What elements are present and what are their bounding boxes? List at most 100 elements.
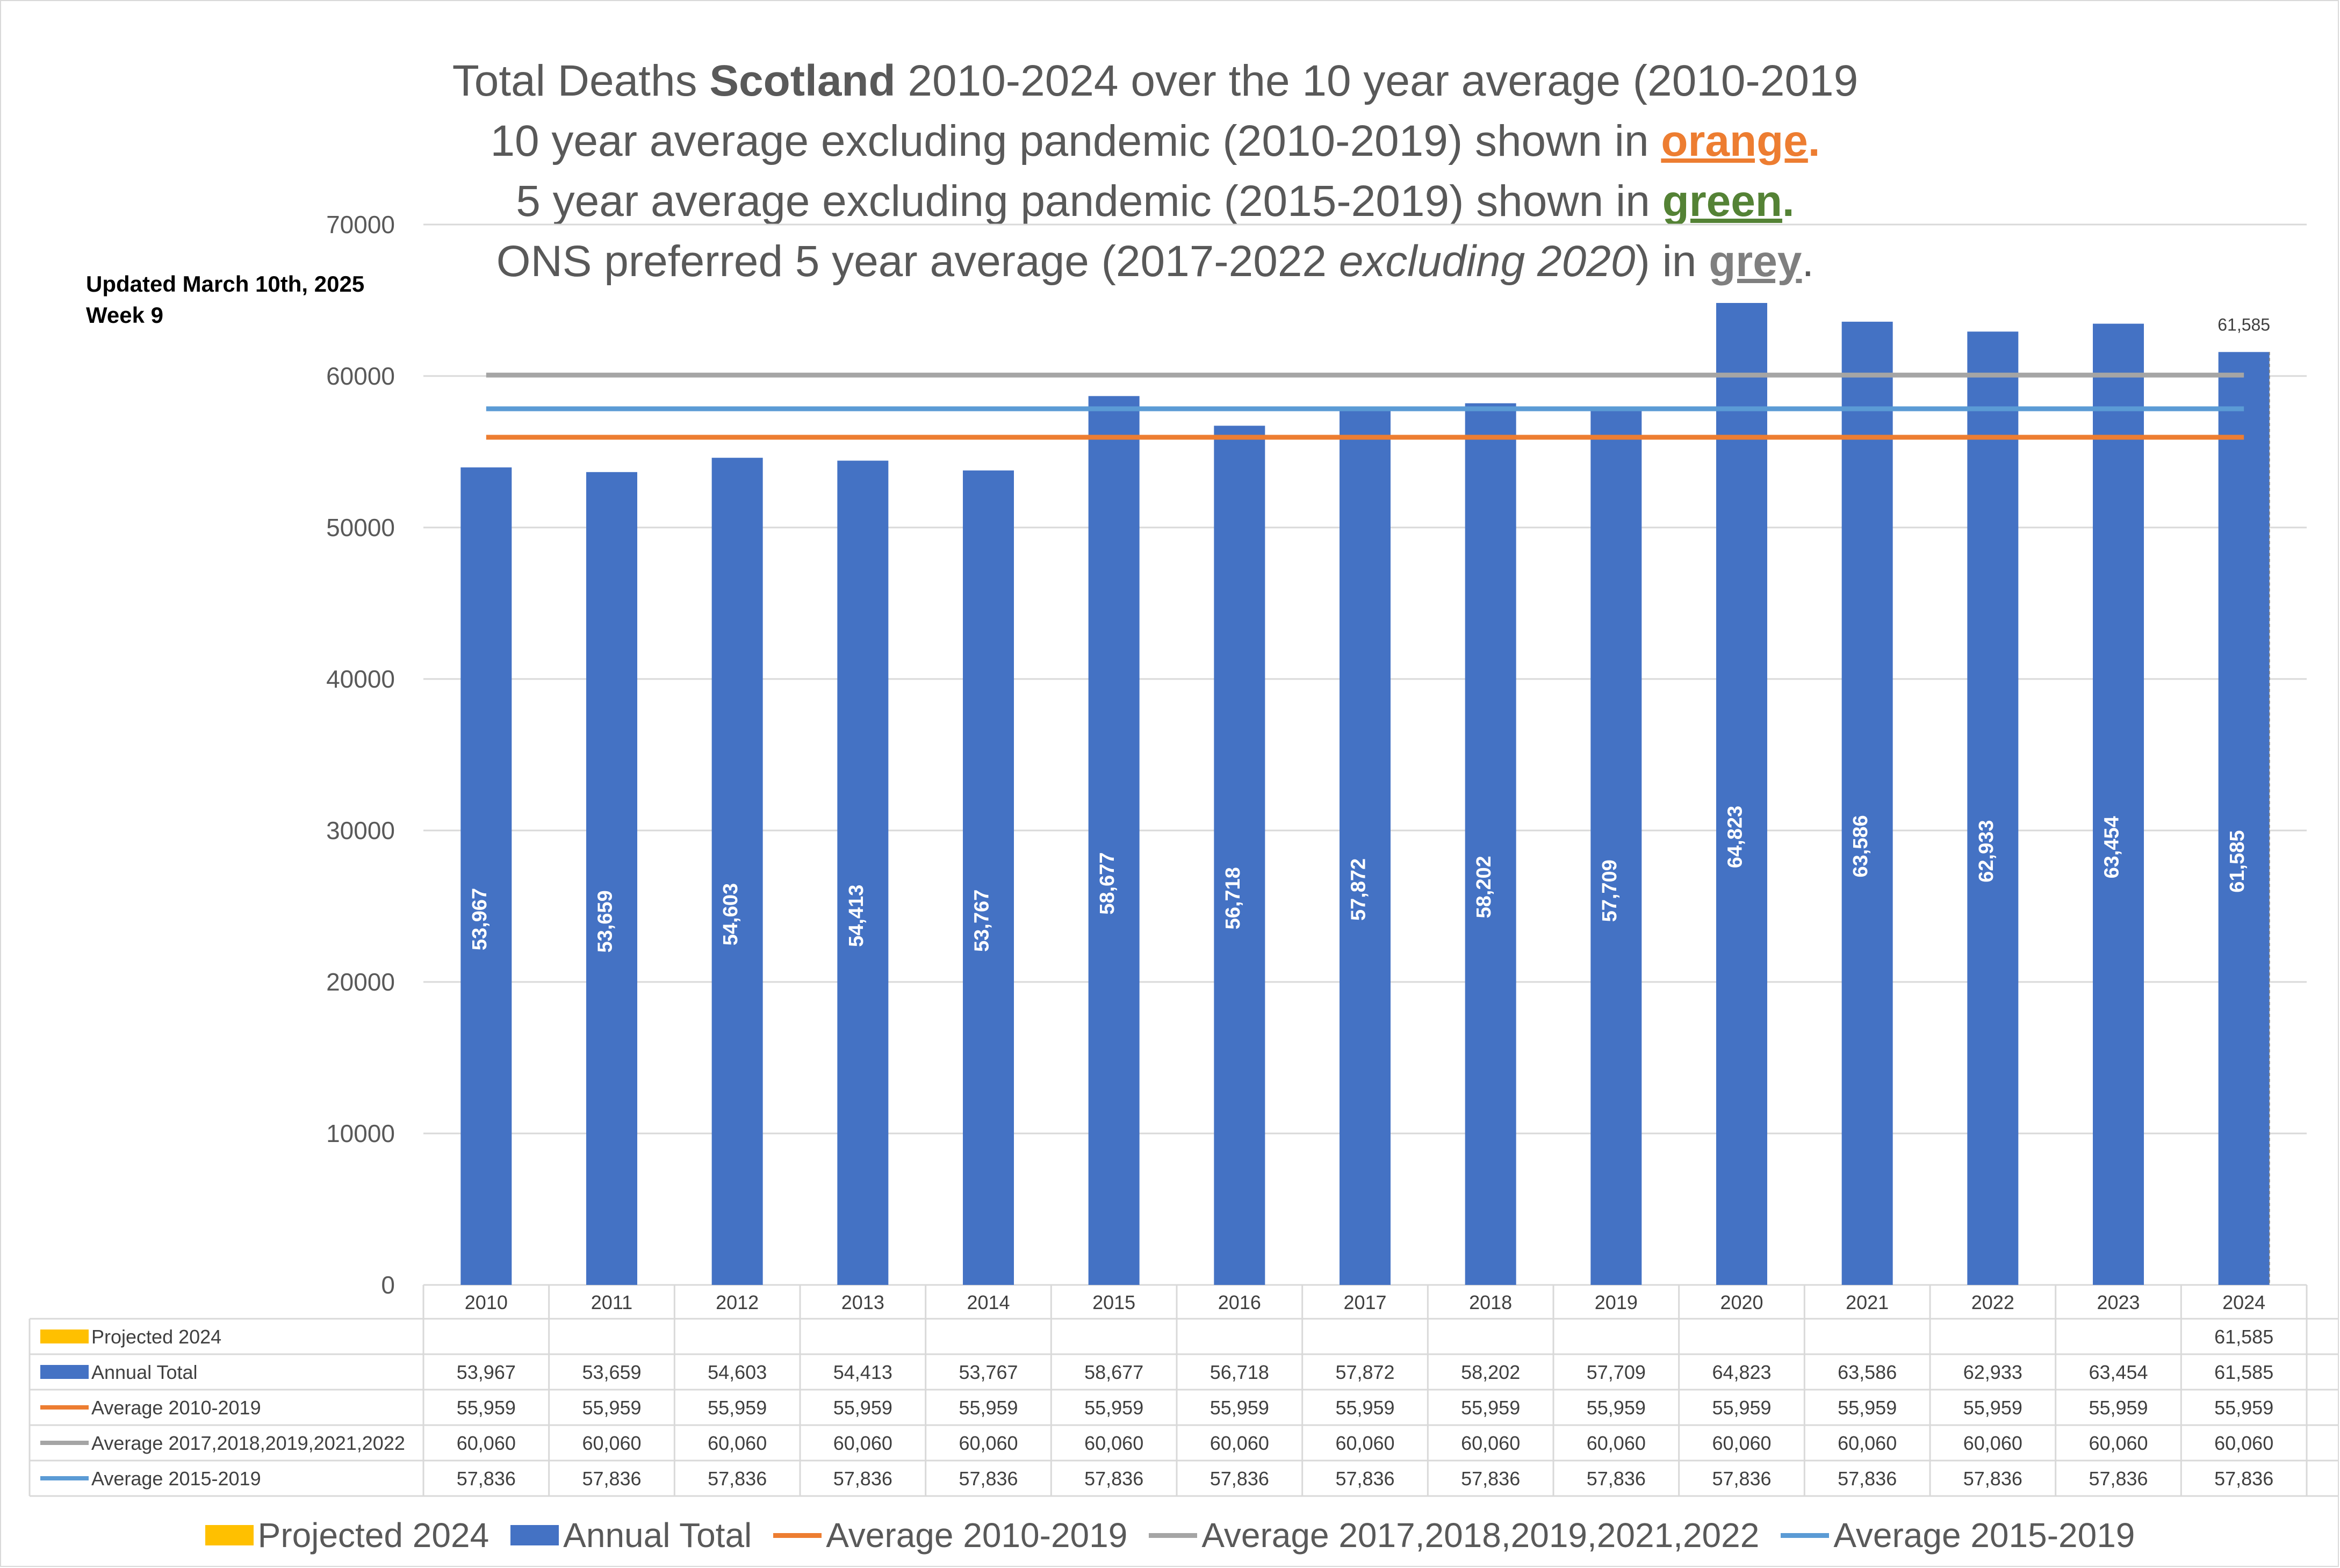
bar xyxy=(1214,425,1265,1285)
title-line-3-dot: . xyxy=(1782,177,1795,226)
title-line-4-text: ONS preferred 5 year average (2017-2022 xyxy=(496,237,1339,286)
bar xyxy=(1841,321,1893,1285)
table-cell: 60,060 xyxy=(833,1432,892,1454)
bar-data-label: 54,603 xyxy=(719,883,742,945)
bar xyxy=(1967,331,2019,1285)
table-cell: 57,836 xyxy=(582,1468,641,1490)
bar-data-label: 61,585 xyxy=(2226,830,2249,893)
bar xyxy=(586,472,637,1285)
updated-week: Week 9 xyxy=(86,302,163,328)
table-cell: 53,659 xyxy=(582,1361,641,1383)
bar xyxy=(2218,352,2270,1285)
table-cell: 60,060 xyxy=(1461,1432,1520,1454)
table-cell: 55,959 xyxy=(2089,1397,2148,1419)
table-cell: 55,959 xyxy=(457,1397,516,1419)
table-cell: 60,060 xyxy=(2214,1432,2273,1454)
bar xyxy=(837,460,889,1285)
bar xyxy=(711,458,763,1285)
title-line-3: 5 year average excluding pandemic (2015-… xyxy=(322,171,1988,232)
title-line-4-dot: . xyxy=(1802,237,1815,286)
table-cell: 63,586 xyxy=(1838,1361,1897,1383)
table-cell: 58,202 xyxy=(1461,1361,1520,1383)
table-cell: 60,060 xyxy=(1587,1432,1646,1454)
table-cell: 62,933 xyxy=(1963,1361,2022,1383)
table-row-label: Annual Total xyxy=(91,1361,198,1383)
bar-data-label: 58,202 xyxy=(1473,856,1495,918)
y-tick-label: 40000 xyxy=(326,665,395,693)
table-cell: 57,836 xyxy=(457,1468,516,1490)
bar xyxy=(1088,396,1140,1285)
table-cell: 61,585 xyxy=(2214,1326,2273,1348)
table-cell: 57,836 xyxy=(2214,1468,2273,1490)
bar-data-label: 57,872 xyxy=(1348,858,1370,921)
table-legend-key xyxy=(40,1329,89,1343)
x-tick-label: 2015 xyxy=(1092,1291,1135,1313)
title-line-4-italic: excluding 2020 xyxy=(1338,237,1636,286)
bar-data-label: 53,659 xyxy=(594,890,617,952)
table-cell: 61,585 xyxy=(2214,1361,2273,1383)
table-cell: 57,836 xyxy=(1587,1468,1646,1490)
title-line-1-bold: Scotland xyxy=(709,56,896,105)
y-tick-label: 20000 xyxy=(326,968,395,996)
bar-series xyxy=(460,302,2270,1285)
table-cell: 60,060 xyxy=(2089,1432,2148,1454)
x-tick-label: 2012 xyxy=(716,1291,759,1313)
table-cell: 57,836 xyxy=(1461,1468,1520,1490)
legend-label: Average 2017,2018,2019,2021,2022 xyxy=(1201,1516,1760,1555)
legend-label: Projected 2024 xyxy=(257,1516,489,1555)
x-tick-label: 2024 xyxy=(2222,1291,2265,1313)
title-line-2-dot: . xyxy=(1808,117,1820,165)
bar-data-label: 64,823 xyxy=(1724,806,1747,868)
table-cell: 57,709 xyxy=(1587,1361,1646,1383)
table-legend-key xyxy=(40,1441,89,1445)
table-legend-key xyxy=(40,1405,89,1410)
y-tick-label: 70000 xyxy=(326,211,395,239)
title-line-1: Total Deaths Scotland 2010-2024 over the… xyxy=(322,51,1988,111)
legend-swatch xyxy=(205,1525,254,1545)
bar-data-label: 57,709 xyxy=(1599,859,1621,922)
bar xyxy=(2093,323,2144,1285)
average-lines xyxy=(486,372,2244,440)
table-cell: 55,959 xyxy=(1210,1397,1269,1419)
table-cell: 55,959 xyxy=(1963,1397,2022,1419)
legend-item: Average 2015-2019 xyxy=(1781,1515,2135,1555)
table-row-label: Average 2010-2019 xyxy=(91,1397,261,1419)
table-cell: 60,060 xyxy=(1963,1432,2022,1454)
bar-data-label: 63,586 xyxy=(1849,815,1872,877)
bar-data-label: 56,718 xyxy=(1222,867,1244,929)
x-tick-label: 2011 xyxy=(591,1291,632,1313)
bar-data-label: 63,454 xyxy=(2101,816,2123,878)
title-line-2-text: 10 year average excluding pandemic (2010… xyxy=(490,117,1661,165)
table-cell: 53,767 xyxy=(959,1361,1018,1383)
title-grey-word: grey xyxy=(1709,237,1802,286)
x-tick-label: 2014 xyxy=(967,1291,1010,1313)
table-cell: 60,060 xyxy=(1210,1432,1269,1454)
x-tick-label: 2018 xyxy=(1469,1291,1512,1313)
title-orange-word: orange xyxy=(1661,117,1808,165)
legend-swatch xyxy=(510,1525,559,1545)
bar xyxy=(1465,403,1516,1285)
table-cell: 60,060 xyxy=(582,1432,641,1454)
table-cell: 57,836 xyxy=(1210,1468,1269,1490)
y-tick-label: 30000 xyxy=(326,816,395,844)
data-table: 2010 2011 2012 2013 2014 2015 2016 2017 2018 2019… xyxy=(28,1285,2339,1497)
legend-item: Annual Total xyxy=(510,1515,752,1555)
legend-label: Average 2010-2019 xyxy=(826,1516,1128,1555)
table-cell: 57,836 xyxy=(833,1468,892,1490)
table-cell: 55,959 xyxy=(2214,1397,2273,1419)
title-line-3-text: 5 year average excluding pandemic (2015-… xyxy=(516,177,1662,226)
updated-note: Updated March 10th, 2025 Week 9 xyxy=(86,269,364,331)
chart-legend: Projected 2024 Annual Total Average 2010-2… xyxy=(0,1514,2340,1557)
legend-swatch xyxy=(773,1533,822,1538)
table-cell: 57,836 xyxy=(1963,1468,2022,1490)
legend-item: Average 2017,2018,2019,2021,2022 xyxy=(1149,1515,1759,1555)
table-cell: 55,959 xyxy=(833,1397,892,1419)
table-cell: 60,060 xyxy=(1084,1432,1143,1454)
table-cell: 53,967 xyxy=(457,1361,516,1383)
title-line-4: ONS preferred 5 year average (2017-2022 … xyxy=(322,232,1988,292)
table-cell: 60,060 xyxy=(1838,1432,1897,1454)
bar xyxy=(1340,408,1391,1285)
legend-item: Average 2010-2019 xyxy=(773,1515,1127,1555)
